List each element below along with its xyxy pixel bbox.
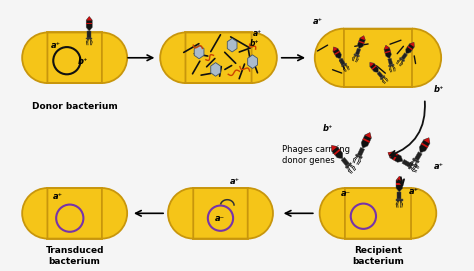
Polygon shape <box>388 151 403 162</box>
Polygon shape <box>361 133 372 148</box>
Text: b⁺: b⁺ <box>78 57 88 66</box>
Polygon shape <box>396 199 402 201</box>
Polygon shape <box>86 17 92 31</box>
Text: Phages carrying
donor genes: Phages carrying donor genes <box>282 145 350 165</box>
Text: b⁺: b⁺ <box>250 39 259 48</box>
Polygon shape <box>334 149 340 155</box>
Polygon shape <box>388 64 394 67</box>
Text: a⁺: a⁺ <box>253 29 262 38</box>
Polygon shape <box>412 158 419 163</box>
Polygon shape <box>397 192 401 199</box>
FancyBboxPatch shape <box>344 29 412 87</box>
Polygon shape <box>354 54 359 57</box>
Text: Donor bacterium: Donor bacterium <box>32 102 118 111</box>
Text: a⁺: a⁺ <box>53 192 63 201</box>
FancyBboxPatch shape <box>47 33 102 83</box>
Polygon shape <box>365 133 371 138</box>
Polygon shape <box>399 57 405 62</box>
Text: a⁺: a⁺ <box>434 162 444 171</box>
Polygon shape <box>333 47 338 51</box>
Polygon shape <box>331 145 343 159</box>
Ellipse shape <box>226 33 277 83</box>
Polygon shape <box>393 153 398 160</box>
Polygon shape <box>333 47 341 59</box>
Polygon shape <box>86 38 92 39</box>
Polygon shape <box>402 159 411 167</box>
Polygon shape <box>385 50 391 53</box>
Ellipse shape <box>319 188 370 238</box>
Polygon shape <box>357 147 365 156</box>
Polygon shape <box>372 65 377 70</box>
Ellipse shape <box>22 188 73 238</box>
Polygon shape <box>380 75 385 80</box>
Polygon shape <box>357 36 365 49</box>
Ellipse shape <box>386 188 436 238</box>
Polygon shape <box>86 23 92 24</box>
Polygon shape <box>396 176 402 180</box>
Polygon shape <box>331 145 337 151</box>
Polygon shape <box>396 183 403 185</box>
Polygon shape <box>341 157 349 166</box>
Polygon shape <box>388 152 394 158</box>
Polygon shape <box>407 46 413 50</box>
Text: Recipient
bacterium: Recipient bacterium <box>352 246 404 266</box>
Polygon shape <box>345 163 352 168</box>
Polygon shape <box>396 176 403 192</box>
Polygon shape <box>384 45 390 50</box>
Text: b⁺: b⁺ <box>322 124 333 133</box>
Ellipse shape <box>160 33 211 83</box>
Polygon shape <box>377 72 383 78</box>
Text: a⁻: a⁻ <box>215 214 225 223</box>
Polygon shape <box>363 138 370 143</box>
Polygon shape <box>358 41 365 44</box>
Polygon shape <box>194 45 204 59</box>
Ellipse shape <box>77 33 127 83</box>
Polygon shape <box>356 154 363 159</box>
Polygon shape <box>384 45 392 59</box>
Text: a⁺: a⁺ <box>230 177 240 186</box>
Text: a⁺: a⁺ <box>313 17 323 26</box>
FancyBboxPatch shape <box>185 33 252 83</box>
Polygon shape <box>248 55 257 69</box>
Polygon shape <box>414 152 422 161</box>
Polygon shape <box>339 58 345 65</box>
Text: a⁺: a⁺ <box>409 187 419 196</box>
Ellipse shape <box>315 29 373 87</box>
Polygon shape <box>424 138 429 144</box>
Text: Transduced
bacterium: Transduced bacterium <box>46 246 104 266</box>
Polygon shape <box>401 53 408 60</box>
Polygon shape <box>370 62 374 67</box>
Polygon shape <box>406 42 414 54</box>
Polygon shape <box>334 51 340 55</box>
Polygon shape <box>421 143 428 148</box>
Polygon shape <box>341 63 347 67</box>
Ellipse shape <box>383 29 441 87</box>
FancyBboxPatch shape <box>345 188 411 238</box>
Ellipse shape <box>22 33 73 83</box>
Polygon shape <box>408 162 413 169</box>
Polygon shape <box>419 138 430 153</box>
Ellipse shape <box>168 188 219 238</box>
Polygon shape <box>227 38 237 52</box>
Ellipse shape <box>222 188 273 238</box>
FancyBboxPatch shape <box>193 188 248 238</box>
Polygon shape <box>211 63 220 76</box>
Text: a⁺: a⁺ <box>51 41 61 50</box>
Ellipse shape <box>77 188 127 238</box>
Polygon shape <box>360 36 365 40</box>
Polygon shape <box>86 17 92 21</box>
Polygon shape <box>87 31 91 38</box>
Text: b⁺: b⁺ <box>433 85 444 94</box>
FancyBboxPatch shape <box>47 188 102 238</box>
Polygon shape <box>410 42 414 47</box>
Polygon shape <box>355 48 361 55</box>
Polygon shape <box>388 58 393 65</box>
Polygon shape <box>370 62 378 73</box>
Text: a⁻: a⁻ <box>341 189 351 198</box>
